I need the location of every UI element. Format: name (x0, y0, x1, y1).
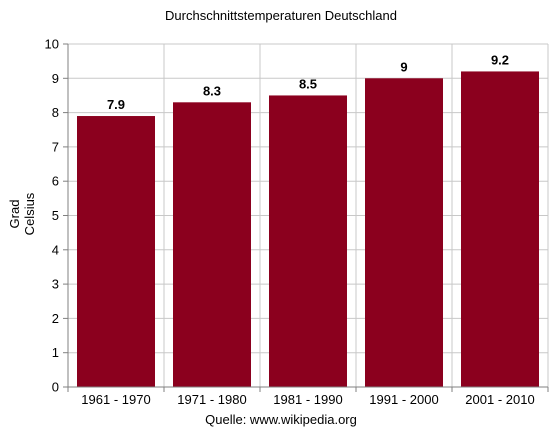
x-tick-label: 1971 - 1980 (177, 392, 246, 407)
bar (365, 78, 443, 388)
x-tick-labels: 1961 - 1970 1971 - 1980 1981 - 1990 1991 - … (81, 392, 534, 407)
y-tick-label: 1 (52, 345, 59, 360)
data-labels: 7.9 8.3 8.5 9 9.2 (107, 52, 509, 112)
chart-title: Durchschnittstemperaturen Deutschland (165, 8, 397, 23)
axes (63, 43, 549, 392)
y-axis-title-line-2: Celsius (22, 192, 37, 235)
y-tick-label: 4 (52, 242, 59, 257)
bar (269, 95, 347, 387)
y-axis-title: Grad Celsius (7, 192, 37, 235)
y-tick-label: 3 (52, 277, 59, 292)
bars (77, 71, 539, 388)
y-tick-label: 6 (52, 174, 59, 189)
data-label: 7.9 (107, 97, 125, 112)
x-tick-label: 1981 - 1990 (273, 392, 342, 407)
x-tick-label: 1961 - 1970 (81, 392, 150, 407)
y-tick-label: 10 (45, 37, 59, 52)
y-tick-label: 7 (52, 139, 59, 154)
y-tick-labels: 0 1 2 3 4 5 6 7 8 9 10 (45, 37, 59, 395)
data-label: 9.2 (491, 52, 509, 67)
bar (461, 71, 539, 387)
y-tick-label: 5 (52, 208, 59, 223)
bar (173, 102, 251, 387)
data-label: 8.3 (203, 83, 221, 98)
y-tick-label: 9 (52, 71, 59, 86)
data-label: 8.5 (299, 76, 317, 91)
bar (77, 116, 155, 387)
x-tick-label: 2001 - 2010 (465, 392, 534, 407)
y-tick-label: 0 (52, 380, 59, 395)
y-axis-title-line-1: Grad (7, 200, 22, 229)
source-note: Quelle: www.wikipedia.org (205, 412, 357, 427)
y-tick-label: 8 (52, 105, 59, 120)
data-label: 9 (400, 59, 407, 74)
y-tick-label: 2 (52, 311, 59, 326)
x-tick-label: 1991 - 2000 (369, 392, 438, 407)
